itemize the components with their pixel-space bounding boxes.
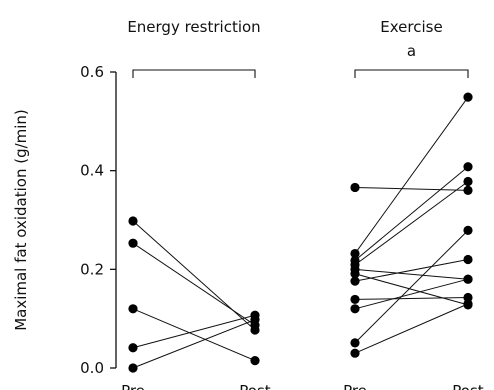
data-point-pre bbox=[128, 363, 138, 373]
data-point-pre bbox=[350, 348, 360, 358]
x-tick-label: Pre bbox=[121, 382, 145, 390]
pair-line bbox=[354, 181, 469, 266]
pair-line bbox=[354, 303, 469, 354]
pair-line bbox=[354, 186, 469, 191]
y-axis-label: Maximal fat oxidation (g/min) bbox=[12, 109, 30, 331]
pair-line bbox=[354, 273, 469, 306]
group-label: Energy restriction bbox=[127, 18, 260, 36]
data-point-post bbox=[463, 162, 473, 172]
data-point-post bbox=[463, 185, 473, 195]
data-point-post bbox=[250, 315, 260, 325]
data-point-pre bbox=[128, 304, 138, 314]
y-tick-label: 0.2 bbox=[80, 260, 104, 278]
data-point-pre bbox=[128, 343, 138, 353]
pair-line bbox=[354, 278, 469, 310]
pair-line bbox=[354, 258, 469, 282]
pair-line bbox=[132, 220, 256, 331]
pair-line bbox=[132, 308, 256, 362]
data-point-pre bbox=[350, 294, 360, 305]
pair-line bbox=[132, 314, 256, 349]
data-point-post bbox=[463, 225, 473, 235]
data-point-post bbox=[463, 299, 473, 309]
axes bbox=[110, 69, 469, 369]
pair-line bbox=[354, 268, 469, 280]
data-point-post bbox=[463, 92, 473, 102]
y-tick-label: 0.0 bbox=[80, 359, 104, 377]
data-point-pre bbox=[128, 216, 138, 226]
group-label: Exercise bbox=[380, 18, 442, 36]
significance-marker: a bbox=[407, 42, 416, 60]
x-tick-label: Post bbox=[452, 382, 484, 390]
data-point-post bbox=[250, 356, 260, 366]
data-point-pre bbox=[350, 338, 360, 348]
data-point-pre bbox=[350, 248, 360, 259]
pair-line bbox=[354, 296, 469, 300]
group-bracket bbox=[132, 69, 256, 78]
pair-line bbox=[132, 319, 256, 369]
group-bracket bbox=[354, 69, 469, 78]
pair-line bbox=[132, 242, 256, 326]
data-point-post bbox=[463, 176, 473, 187]
x-tick-label: Post bbox=[239, 382, 271, 390]
data-point-pre bbox=[350, 304, 360, 314]
data-point-post bbox=[463, 254, 473, 265]
pair-line bbox=[354, 96, 469, 254]
data-point-pre bbox=[350, 276, 360, 286]
labels: 0.0 0.2 0.4 0.6 Maximal fat oxidation (g/min… bbox=[12, 18, 484, 390]
y-tick-label: 0.4 bbox=[80, 162, 104, 180]
data-point-post bbox=[463, 292, 473, 303]
x-tick-label: Pre bbox=[343, 382, 367, 390]
data-point-pre bbox=[350, 269, 360, 279]
pair-line bbox=[354, 230, 469, 344]
y-tick-label: 0.6 bbox=[80, 63, 104, 81]
data-point-pre bbox=[128, 238, 138, 248]
data-point-pre bbox=[350, 182, 360, 193]
pair-line bbox=[354, 166, 469, 261]
data-marks bbox=[128, 92, 473, 373]
data-point-post bbox=[463, 274, 473, 284]
